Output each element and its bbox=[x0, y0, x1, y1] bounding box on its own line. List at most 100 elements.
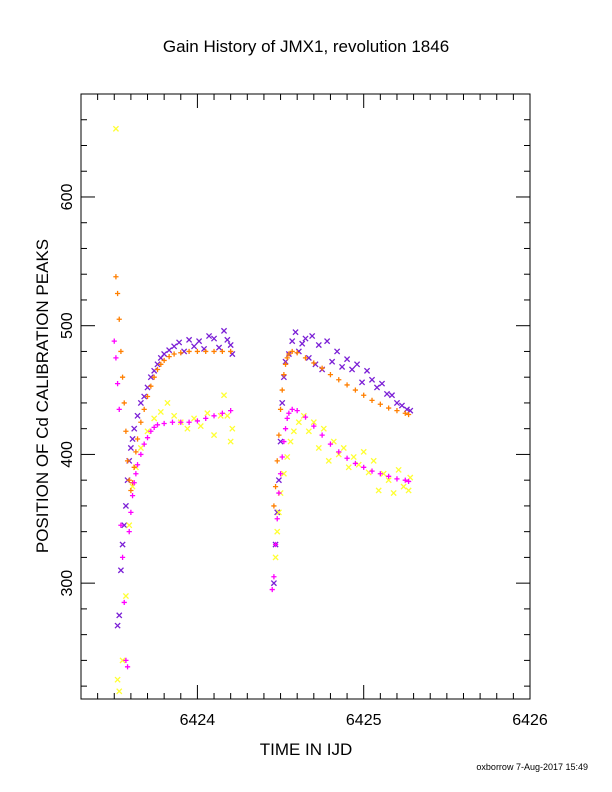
data-point bbox=[137, 399, 144, 406]
data-point bbox=[334, 348, 341, 355]
data-point bbox=[373, 384, 381, 391]
data-point bbox=[274, 516, 280, 522]
data-point bbox=[204, 410, 211, 417]
data-point bbox=[282, 426, 289, 432]
data-point bbox=[227, 438, 234, 445]
data-point bbox=[166, 353, 172, 360]
data-point bbox=[118, 348, 124, 355]
data-point bbox=[119, 374, 126, 380]
data-point bbox=[315, 341, 322, 349]
data-point bbox=[186, 419, 192, 425]
data-point bbox=[119, 541, 126, 548]
data-point bbox=[340, 444, 347, 452]
data-point bbox=[141, 406, 147, 412]
y-tick-label: 500 bbox=[59, 312, 76, 339]
data-point bbox=[112, 125, 119, 132]
data-point bbox=[289, 348, 295, 355]
data-point bbox=[402, 477, 408, 483]
data-point bbox=[171, 412, 178, 419]
data-point bbox=[137, 444, 144, 452]
ticks-layer: 6424 6425 6426 300 400 500 600 bbox=[59, 93, 548, 729]
data-point bbox=[276, 490, 282, 496]
data-point bbox=[385, 477, 392, 484]
data-point bbox=[272, 541, 279, 548]
data-point bbox=[292, 329, 299, 336]
data-point bbox=[277, 438, 284, 445]
data-point bbox=[302, 335, 309, 342]
data-point bbox=[164, 399, 171, 406]
data-point bbox=[197, 423, 204, 430]
data-point bbox=[154, 361, 161, 368]
data-point bbox=[281, 372, 287, 378]
data-point bbox=[191, 343, 198, 350]
data-point bbox=[310, 419, 317, 426]
data-point bbox=[352, 460, 358, 467]
data-point bbox=[311, 360, 317, 366]
data-point bbox=[196, 338, 203, 345]
data-point bbox=[151, 374, 157, 380]
data-point bbox=[220, 327, 228, 334]
data-point bbox=[171, 343, 178, 350]
data-point bbox=[336, 449, 342, 455]
data-point bbox=[329, 358, 336, 365]
data-point bbox=[220, 392, 228, 399]
data-point bbox=[178, 419, 184, 425]
data-point bbox=[272, 554, 279, 561]
data-point bbox=[302, 414, 309, 420]
data-point bbox=[228, 408, 234, 414]
data-point bbox=[280, 470, 287, 477]
data-point bbox=[194, 418, 201, 424]
data-point bbox=[386, 405, 392, 411]
data-point bbox=[134, 412, 141, 419]
data-point bbox=[126, 477, 132, 483]
data-point bbox=[274, 509, 281, 516]
data-point bbox=[270, 580, 277, 587]
data-point bbox=[320, 425, 327, 432]
data-point bbox=[178, 350, 184, 356]
data-point bbox=[161, 357, 167, 364]
data-point bbox=[394, 408, 400, 414]
data-point bbox=[210, 335, 218, 342]
data-point bbox=[386, 473, 392, 479]
data-point bbox=[393, 399, 401, 406]
data-point bbox=[294, 350, 300, 356]
data-point bbox=[277, 471, 284, 477]
data-point bbox=[289, 338, 296, 345]
data-point bbox=[406, 411, 412, 418]
data-point bbox=[345, 464, 352, 471]
data-point bbox=[286, 351, 292, 357]
data-point bbox=[113, 355, 119, 361]
data-point bbox=[123, 428, 129, 434]
data-point bbox=[282, 361, 289, 367]
data-point bbox=[114, 290, 121, 297]
x-tick-label: 6425 bbox=[346, 712, 382, 729]
data-point bbox=[375, 487, 382, 494]
y-axis-title: POSITION OF Cd CALIBRATION PEAKS bbox=[33, 239, 52, 553]
data-point bbox=[339, 363, 346, 370]
data-point bbox=[344, 382, 350, 388]
data-point bbox=[275, 477, 282, 484]
data-point bbox=[302, 355, 309, 361]
data-point bbox=[281, 438, 287, 445]
data-point bbox=[377, 401, 383, 407]
data-point bbox=[203, 415, 209, 421]
data-point bbox=[279, 399, 286, 406]
data-point bbox=[271, 503, 277, 509]
data-point bbox=[126, 529, 132, 535]
data-point bbox=[116, 316, 122, 322]
series-1 bbox=[112, 125, 414, 695]
data-point bbox=[141, 393, 148, 400]
data-point bbox=[228, 348, 234, 355]
data-point bbox=[121, 522, 128, 529]
data-point bbox=[315, 444, 322, 452]
data-point bbox=[205, 332, 213, 340]
data-point bbox=[394, 476, 400, 482]
data-point bbox=[116, 612, 123, 619]
data-point bbox=[398, 402, 406, 409]
chart-title: Gain History of JMX1, revolution 1846 bbox=[163, 37, 449, 56]
data-point bbox=[279, 387, 285, 393]
data-point bbox=[330, 438, 337, 445]
data-point bbox=[114, 622, 121, 629]
data-point bbox=[383, 390, 391, 397]
data-point bbox=[324, 338, 331, 345]
